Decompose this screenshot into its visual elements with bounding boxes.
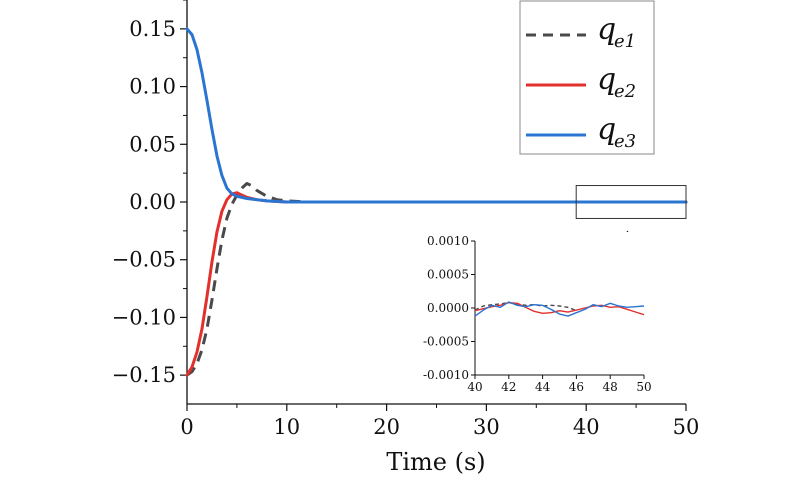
y-tick-label: −0.05 — [112, 248, 176, 272]
y-tick-label: 0.10 — [129, 75, 176, 99]
inset-x-tick-label: 48 — [603, 380, 618, 394]
y-tick-label: −0.15 — [112, 363, 176, 387]
x-tick-label: 30 — [473, 415, 500, 439]
zoom-region-box — [575, 185, 687, 219]
legend-subscript-e2: e2 — [614, 81, 636, 102]
series-layer — [185, 27, 688, 377]
x-axis-title: Time (s) — [386, 448, 485, 476]
inset-y-tick-label: 0.0010 — [427, 234, 469, 248]
x-tick-label: 50 — [673, 415, 700, 439]
y-tick-label: −0.10 — [112, 305, 176, 329]
legend-label-e1: q — [597, 12, 616, 47]
y-ticks: 0.15 0.10 0.05 0.00 −0.05 −0.10 −0.15 — [112, 0, 187, 387]
inset-x-tick-label: 44 — [535, 380, 551, 394]
inset-x-tick-label: 46 — [569, 380, 584, 394]
series-line-e3 — [185, 27, 688, 204]
inset-x-tick-label: 50 — [636, 380, 651, 394]
inset-x-tick-label: 40 — [467, 380, 482, 394]
x-tick-label: 10 — [273, 415, 300, 439]
legend-subscript-e3: e3 — [614, 131, 636, 152]
inset-y-tick-label: 0.0005 — [427, 268, 469, 282]
x-ticks: 0 10 20 30 40 50 — [180, 404, 699, 439]
inset-y-tick-label: -0.0005 — [423, 335, 469, 349]
inset-y-tick-label: -0.0010 — [423, 368, 469, 382]
inset-x-tick-label: 42 — [501, 380, 516, 394]
x-tick-label: 40 — [573, 415, 600, 439]
x-tick-label: 0 — [180, 415, 193, 439]
y-tick-label: 0.00 — [129, 190, 176, 214]
main-axes: 0.15 0.10 0.05 0.00 −0.05 −0.10 −0.15 0 10 20 30 4… — [112, 0, 699, 439]
y-tick-label: 0.15 — [129, 17, 176, 41]
inset-y-tick-label: 0.0000 — [427, 301, 469, 315]
inset-series-line-2 — [474, 301, 645, 316]
x-tick-label: 20 — [373, 415, 400, 439]
y-tick-label: 0.05 — [129, 132, 176, 156]
legend-label-e3: q — [597, 112, 616, 147]
inset-series-line-3 — [474, 301, 645, 317]
inset-background — [400, 232, 685, 398]
series-line-e1 — [186, 182, 686, 377]
legend-subscript-e1: e1 — [614, 31, 636, 52]
legend-label-e2: q — [597, 62, 616, 97]
